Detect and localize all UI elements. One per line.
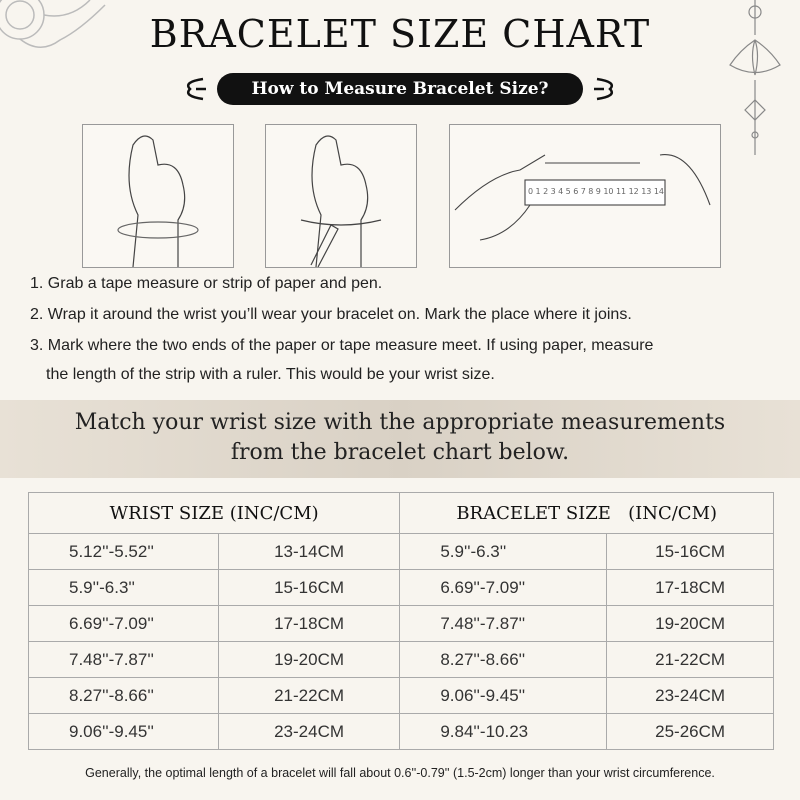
wrist-cm: 15-16CM xyxy=(217,569,401,606)
hand-tape-icon xyxy=(117,135,199,268)
step-1: 1. Grab a tape measure or strip of paper… xyxy=(30,275,383,292)
page-title: BRACELET SIZE CHART xyxy=(149,12,651,56)
table-row: 6.69''-7.09'' 17-18CM 7.48''-7.87'' 19-20CM xyxy=(28,605,774,642)
bracelet-inches: 9.84''-10.23 xyxy=(399,713,608,750)
ruler-number: 11 xyxy=(615,187,627,196)
table-row: 7.48''-7.87'' 19-20CM 8.27''-8.66'' 21-22CM xyxy=(28,641,774,678)
wrist-cm: 19-20CM xyxy=(217,641,401,678)
bracelet-cm: 21-22CM xyxy=(606,641,774,678)
bracelet-cm: 25-26CM xyxy=(606,713,774,750)
ruler-number: 14 xyxy=(653,187,664,196)
ruler-number: 6 xyxy=(573,187,579,196)
match-band xyxy=(0,400,800,478)
ruler-number: 0 xyxy=(528,187,534,196)
how-to-measure-heading: How to Measure Bracelet Size? xyxy=(217,73,583,105)
ruler-scale: 0 1 2 3 4 5 6 7 8 9 10 11 12 13 14 xyxy=(528,187,664,196)
illustration-mark-pen xyxy=(265,124,417,268)
lotus-ornament-icon xyxy=(729,0,781,155)
mandala-ornament-icon xyxy=(0,0,106,48)
ruler-number: 3 xyxy=(550,187,556,196)
swirl-right-icon xyxy=(594,77,614,101)
step-2: 2. Wrap it around the wrist you’ll wear … xyxy=(30,306,632,323)
bracelet-inches: 5.9''-6.3'' xyxy=(399,533,608,570)
bracelet-inches: 8.27''-8.66'' xyxy=(399,641,608,678)
ruler-number: 7 xyxy=(580,187,586,196)
ruler-number: 4 xyxy=(558,187,564,196)
bracelet-size-header: BRACELET SIZE (INC/CM) xyxy=(399,492,774,534)
table-row: 8.27''-8.66'' 21-22CM 9.06''-9.45'' 23-24CM xyxy=(28,677,774,714)
bracelet-cm: 15-16CM xyxy=(606,533,774,570)
ruler-number: 5 xyxy=(565,187,571,196)
step-3: 3. Mark where the two ends of the paper … xyxy=(30,337,654,354)
bracelet-inches: 7.48''-7.87'' xyxy=(399,605,608,642)
bracelet-inches: 6.69''-7.09'' xyxy=(399,569,608,606)
wrist-cm: 23-24CM xyxy=(217,713,401,750)
table-header-row: WRIST SIZE (INC/CM) BRACELET SIZE (INC/C… xyxy=(27,492,774,534)
ruler-number: 9 xyxy=(595,187,601,196)
wrist-inches: 9.06''-9.45'' xyxy=(28,713,219,750)
swirl-left-icon xyxy=(186,77,206,101)
wrist-cm: 21-22CM xyxy=(217,677,401,714)
illustration-wrap-tape xyxy=(82,124,234,268)
ruler-number: 13 xyxy=(641,187,652,196)
wrist-size-header: WRIST SIZE (INC/CM) xyxy=(27,492,401,534)
bracelet-inches: 9.06''-9.45'' xyxy=(399,677,608,714)
wrist-inches: 5.12''-5.52'' xyxy=(28,533,219,570)
illustration-ruler: 0 1 2 3 4 5 6 7 8 9 10 11 12 13 14 xyxy=(449,124,721,268)
footnote: Generally, the optimal length of a brace… xyxy=(85,766,715,780)
wrist-inches: 5.9''-6.3'' xyxy=(28,569,219,606)
table-row: 5.9''-6.3'' 15-16CM 6.69''-7.09'' 17-18CM xyxy=(28,569,774,606)
wrist-inches: 6.69''-7.09'' xyxy=(28,605,219,642)
bracelet-cm: 23-24CM xyxy=(606,677,774,714)
ruler-number: 1 xyxy=(535,187,541,196)
hands-ruler-icon xyxy=(454,154,711,241)
size-chart-table: WRIST SIZE (INC/CM) BRACELET SIZE (INC/C… xyxy=(27,492,774,750)
wrist-inches: 8.27''-8.66'' xyxy=(28,677,219,714)
match-text-line-2: from the bracelet chart below. xyxy=(230,440,570,465)
ruler-number: 8 xyxy=(588,187,594,196)
table-row: 9.06''-9.45'' 23-24CM 9.84''-10.23 25-26CM xyxy=(28,713,774,750)
wrist-cm: 17-18CM xyxy=(217,605,401,642)
wrist-inches: 7.48''-7.87'' xyxy=(28,641,219,678)
ruler-number: 2 xyxy=(543,187,549,196)
step-3-continued: the length of the strip with a ruler. Th… xyxy=(46,366,495,383)
table-row: 5.12''-5.52'' 13-14CM 5.9''-6.3'' 15-16CM xyxy=(28,533,774,570)
match-text-line-1: Match your wrist size with the appropria… xyxy=(74,410,726,435)
bracelet-cm: 17-18CM xyxy=(606,569,774,606)
ruler-number: 10 xyxy=(603,187,614,196)
wrist-cm: 13-14CM xyxy=(217,533,401,570)
hand-pen-icon xyxy=(300,135,382,268)
ruler-number: 12 xyxy=(628,187,639,196)
bracelet-cm: 19-20CM xyxy=(606,605,774,642)
